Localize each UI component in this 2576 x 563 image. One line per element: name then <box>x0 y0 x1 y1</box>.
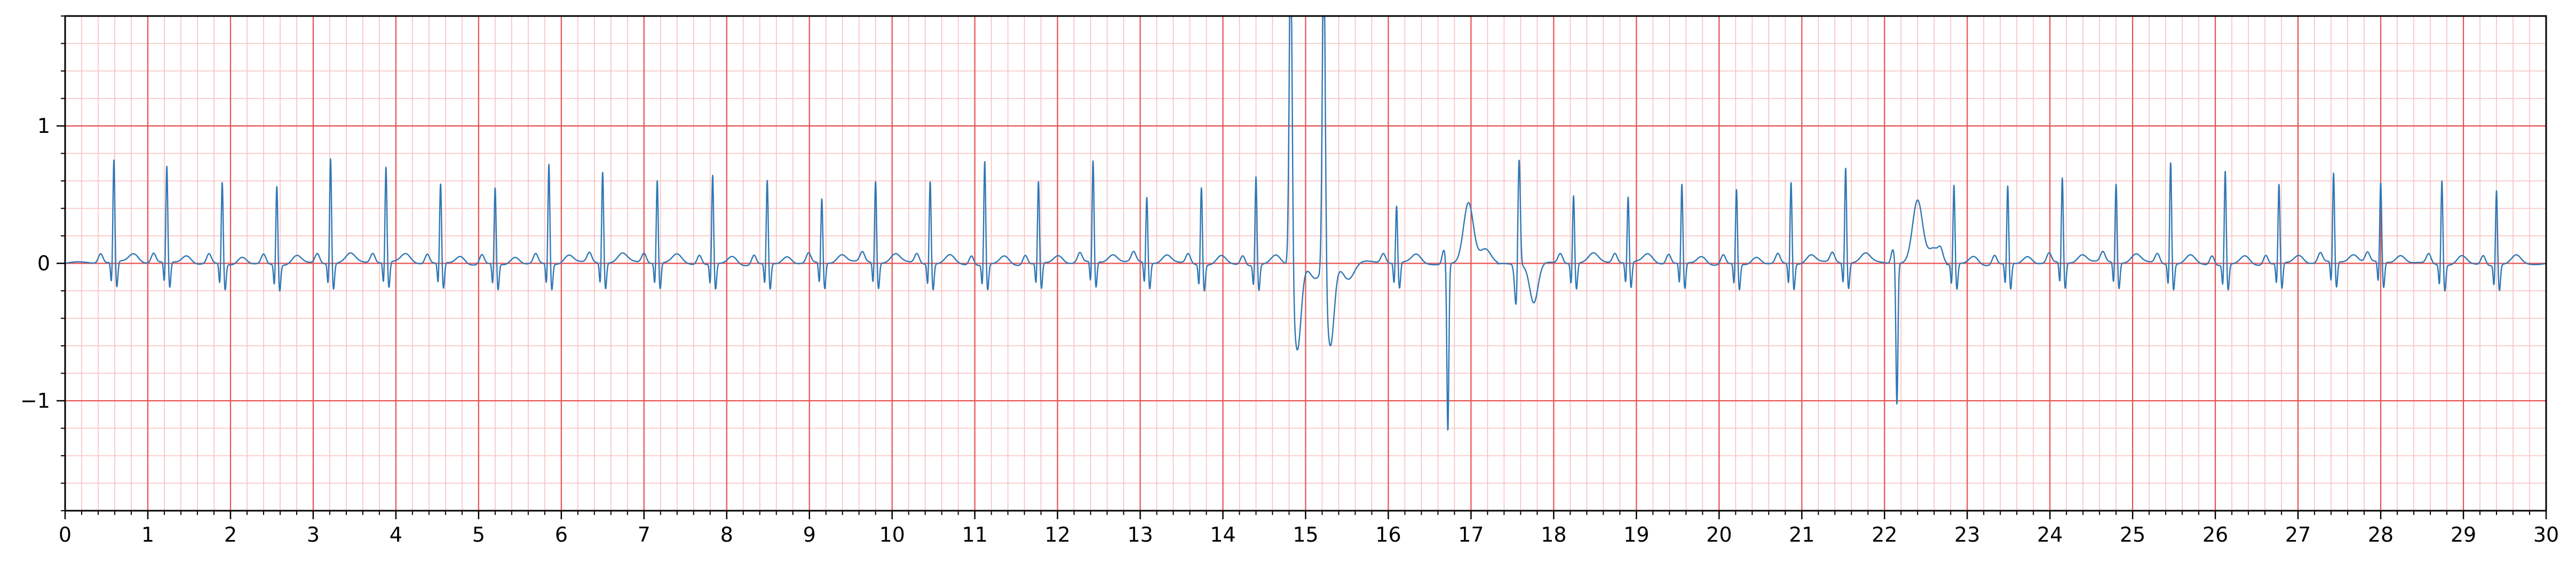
x-tick-label: 19 <box>1623 523 1649 546</box>
x-tick-label: 29 <box>2451 523 2476 546</box>
x-tick-label: 4 <box>390 523 402 546</box>
y-tick-label: 0 <box>37 252 50 275</box>
series-layer <box>65 15 2547 431</box>
x-tick-label: 21 <box>1789 523 1814 546</box>
x-tick-label: 0 <box>59 523 72 546</box>
x-tick-label: 6 <box>555 523 568 546</box>
x-tick-label: 5 <box>472 523 485 546</box>
x-tick-label: 7 <box>638 523 651 546</box>
x-tick-label: 24 <box>2037 523 2063 546</box>
x-tick-label: 15 <box>1293 523 1318 546</box>
x-tick-label: 17 <box>1458 523 1484 546</box>
x-tick-label: 10 <box>879 523 905 546</box>
x-tick-label: 1 <box>141 523 154 546</box>
x-tick-label: 2 <box>224 523 237 546</box>
ecg-trace <box>65 15 2547 431</box>
x-tick-label: 20 <box>1706 523 1732 546</box>
x-axis: 0 1 2 3 4 5 6 7 8 9 10 11 12 13 14 15 16 17 18 19 20 21 22 23 24… <box>59 511 2559 546</box>
x-tick-label: 30 <box>2533 523 2559 546</box>
y-axis: −1 0 1 <box>20 15 65 511</box>
x-tick-label: 11 <box>962 523 987 546</box>
x-tick-label: 27 <box>2285 523 2311 546</box>
y-tick-label: 1 <box>37 114 50 138</box>
x-tick-label: 23 <box>1954 523 1980 546</box>
x-tick-label: 18 <box>1541 523 1566 546</box>
x-tick-label: 28 <box>2368 523 2393 546</box>
y-tick-label: −1 <box>20 389 50 413</box>
x-tick-label: 26 <box>2202 523 2228 546</box>
x-tick-label: 13 <box>1127 523 1153 546</box>
x-tick-label: 25 <box>2120 523 2145 546</box>
x-tick-label: 9 <box>803 523 816 546</box>
x-tick-label: 12 <box>1044 523 1070 546</box>
x-tick-label: 3 <box>307 523 320 546</box>
x-tick-label: 14 <box>1210 523 1235 546</box>
x-tick-label: 22 <box>1872 523 1897 546</box>
x-tick-label: 8 <box>720 523 733 546</box>
x-tick-label: 16 <box>1375 523 1401 546</box>
